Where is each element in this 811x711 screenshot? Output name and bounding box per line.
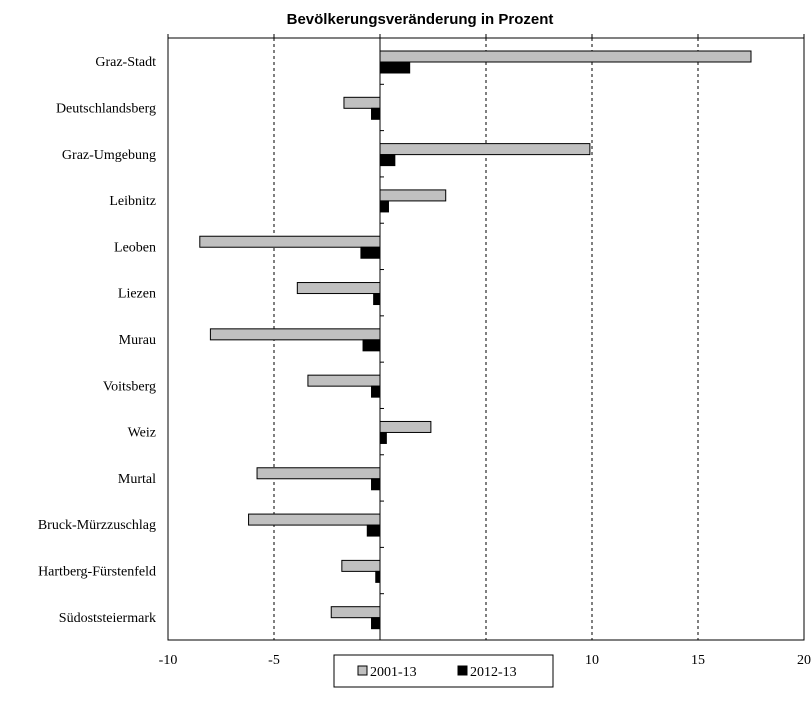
category-label: Murau xyxy=(119,333,156,348)
legend-box xyxy=(333,654,554,688)
bar-series2 xyxy=(375,570,381,583)
x-tick-label: -5 xyxy=(268,653,280,668)
x-tick-label: 20 xyxy=(797,653,811,668)
category-label: Hartberg-Fürstenfeld xyxy=(38,565,156,580)
bar-series2 xyxy=(371,107,381,120)
bar-series2 xyxy=(379,431,387,444)
category-label: Voitsberg xyxy=(103,379,156,394)
legend-swatch xyxy=(457,665,468,676)
category-label: Bruck-Mürzzuschlag xyxy=(38,518,156,533)
bar-series1 xyxy=(379,143,591,156)
bar-series1 xyxy=(343,96,381,109)
category-label: Weiz xyxy=(128,426,156,441)
legend: 2001-13 2012-13 xyxy=(333,654,554,688)
bar-series1 xyxy=(209,328,381,341)
x-tick-label: 15 xyxy=(691,653,705,668)
category-label: Liezen xyxy=(118,287,156,302)
x-tick-label: 10 xyxy=(585,653,599,668)
bar-series1 xyxy=(296,282,381,295)
bar-series1 xyxy=(330,606,381,619)
bar-series1 xyxy=(379,50,752,63)
bar-series2 xyxy=(371,385,381,398)
axes xyxy=(167,34,805,641)
category-labels: Graz-Stadt Deutschlandsberg Graz-Umgebung L… xyxy=(38,55,156,626)
bar-series2 xyxy=(379,61,411,74)
category-label: Graz-Umgebung xyxy=(62,148,156,163)
bar-series2 xyxy=(360,246,381,259)
bar-series2 xyxy=(379,154,396,167)
bar-series1 xyxy=(256,467,381,480)
bar-series1 xyxy=(248,513,381,526)
category-label: Leoben xyxy=(114,240,156,255)
bar-series2 xyxy=(362,339,381,352)
bar-series2 xyxy=(366,524,381,537)
category-label: Leibnitz xyxy=(109,194,156,209)
bars xyxy=(199,50,752,630)
legend-swatch xyxy=(357,665,368,676)
bar-series1 xyxy=(199,235,381,248)
category-label: Graz-Stadt xyxy=(95,55,156,70)
legend-label: 2001-13 xyxy=(370,665,417,680)
bar-series2 xyxy=(371,617,381,630)
chart-title: Bevölkerungsveränderung in Prozent xyxy=(287,11,554,28)
category-label: Murtal xyxy=(118,472,156,487)
bar-series1 xyxy=(379,189,447,202)
bar-series1 xyxy=(379,420,432,433)
x-tick-label: -10 xyxy=(159,653,178,668)
bar-series2 xyxy=(379,200,389,213)
category-label: Südoststeiermark xyxy=(59,611,156,626)
bar-series2 xyxy=(371,478,381,491)
legend-label: 2012-13 xyxy=(470,665,517,680)
bar-series1 xyxy=(307,374,381,387)
bar-series1 xyxy=(341,559,381,572)
category-label: Deutschlandsberg xyxy=(56,101,156,116)
bar-series2 xyxy=(373,293,381,306)
